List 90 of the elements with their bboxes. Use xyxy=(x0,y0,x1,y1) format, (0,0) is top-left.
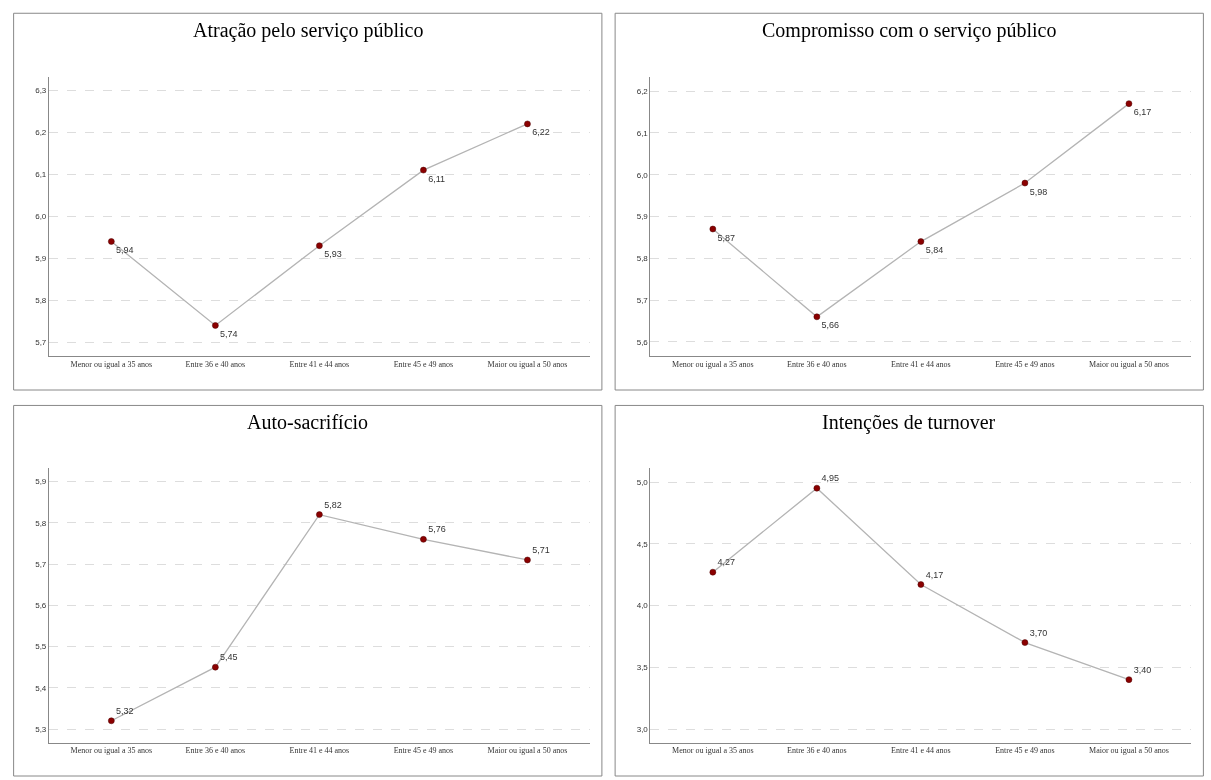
x-tick-label: Maior ou igual a 50 anos xyxy=(487,359,568,369)
point xyxy=(917,581,925,588)
data-label: 5,93 xyxy=(324,249,342,260)
y-tick-label: 3,0 xyxy=(636,724,649,734)
point xyxy=(212,322,219,329)
y-tick-label: 5,8 xyxy=(636,254,649,264)
y-tick-label: 5,7 xyxy=(35,559,47,569)
x-tick-label: Menor ou igual a 35 anos xyxy=(70,746,153,756)
x-tick-label: Entre 36 e 40 anos xyxy=(185,746,246,756)
data-label: 6,17 xyxy=(1133,107,1152,118)
point xyxy=(813,313,821,321)
x-tick-label: Maior ou igual a 50 anos xyxy=(1089,746,1169,756)
point xyxy=(1125,676,1133,683)
y-tick-label: 5,6 xyxy=(636,337,649,347)
point xyxy=(108,717,115,725)
y-tick-label: 6,3 xyxy=(35,86,47,96)
point xyxy=(316,242,323,249)
y-tick-label: 5,9 xyxy=(35,477,47,487)
x-tick-label: Entre 41 e 44 anos xyxy=(289,746,350,756)
point xyxy=(524,556,531,564)
x-tick-label: Maior ou igual a 50 anos xyxy=(487,746,568,756)
y-tick-label: 5,6 xyxy=(35,601,47,611)
chart-title: Compromisso com o serviço público xyxy=(762,19,1057,42)
point xyxy=(1021,179,1029,187)
y-tick-label: 4,5 xyxy=(636,539,649,549)
point xyxy=(917,238,925,245)
data-label: 5,98 xyxy=(1029,186,1048,197)
x-tick-label: Entre 36 e 40 anos xyxy=(787,359,847,369)
x-tick-label: Entre 36 e 40 anos xyxy=(787,746,847,756)
y-tick-label: 6,0 xyxy=(636,170,649,180)
x-tick-label: Entre 41 e 44 anos xyxy=(891,746,951,756)
data-label: 4,17 xyxy=(925,569,944,580)
x-tick-label: Entre 45 e 49 anos xyxy=(393,746,454,756)
data-label: 3,40 xyxy=(1133,664,1152,675)
y-tick-label: 5,8 xyxy=(35,296,47,306)
point xyxy=(524,120,531,128)
point xyxy=(212,663,219,671)
x-tick-label: Entre 45 e 49 anos xyxy=(995,746,1055,756)
point xyxy=(420,536,427,543)
point xyxy=(709,225,717,233)
data-label: 5,87 xyxy=(717,232,736,243)
data-label: 3,70 xyxy=(1029,627,1048,638)
data-label: 5,76 xyxy=(428,524,446,535)
data-label: 5,71 xyxy=(532,544,550,555)
chart-title: Atração pelo serviço público xyxy=(193,19,424,42)
x-tick-label: Entre 41 e 44 anos xyxy=(891,359,951,369)
data-label: 6,22 xyxy=(532,127,550,138)
data-label: 5,82 xyxy=(324,499,342,510)
y-tick-label: 3,5 xyxy=(636,663,649,673)
x-tick-label: Entre 45 e 49 anos xyxy=(995,359,1055,369)
x-tick-label: Menor ou igual a 35 anos xyxy=(672,359,754,369)
y-tick-label: 5,0 xyxy=(636,477,649,487)
x-tick-label: Entre 41 e 44 anos xyxy=(289,359,350,369)
y-tick-label: 4,0 xyxy=(636,601,649,611)
point xyxy=(316,511,323,518)
point xyxy=(1021,639,1029,646)
y-tick-label: 6,0 xyxy=(35,212,47,222)
point xyxy=(420,166,427,174)
point xyxy=(108,238,115,245)
data-label: 5,84 xyxy=(925,245,944,256)
y-tick-label: 5,8 xyxy=(35,518,47,528)
y-tick-label: 5,7 xyxy=(35,338,47,348)
x-tick-label: Menor ou igual a 35 anos xyxy=(672,746,754,756)
chart-title: Intenções de turnover xyxy=(822,411,996,434)
y-tick-label: 6,2 xyxy=(35,128,47,138)
point xyxy=(709,568,717,576)
data-label: 5,74 xyxy=(220,328,238,339)
y-tick-label: 5,7 xyxy=(636,295,649,305)
y-tick-label: 5,4 xyxy=(35,683,47,693)
x-tick-label: Entre 45 e 49 anos xyxy=(393,359,454,369)
y-tick-label: 5,9 xyxy=(636,212,649,222)
data-label: 5,94 xyxy=(116,244,134,255)
data-label: 4,95 xyxy=(821,473,840,484)
data-label: 6,11 xyxy=(428,173,446,184)
data-label: 5,32 xyxy=(116,705,134,716)
y-tick-label: 5,5 xyxy=(35,642,47,652)
data-label: 4,27 xyxy=(717,557,736,568)
x-tick-label: Maior ou igual a 50 anos xyxy=(1089,359,1169,369)
y-tick-label: 6,1 xyxy=(636,128,649,138)
point xyxy=(813,484,821,492)
data-label: 5,66 xyxy=(821,320,840,331)
y-tick-label: 5,9 xyxy=(35,254,47,264)
chart-title: Auto-sacrifício xyxy=(247,411,369,433)
y-tick-label: 6,1 xyxy=(35,170,47,180)
point xyxy=(1125,100,1133,107)
x-tick-label: Menor ou igual a 35 anos xyxy=(70,359,153,369)
y-tick-label: 5,3 xyxy=(35,724,47,734)
x-tick-label: Entre 36 e 40 anos xyxy=(185,359,246,369)
y-tick-label: 6,2 xyxy=(636,86,649,96)
data-label: 5,45 xyxy=(220,652,238,663)
